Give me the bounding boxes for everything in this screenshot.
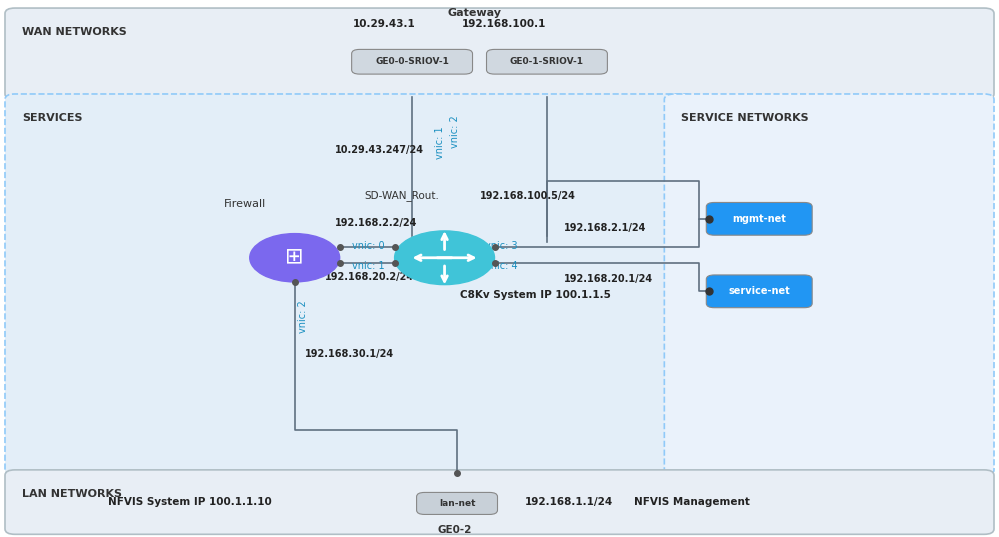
FancyBboxPatch shape xyxy=(706,202,812,235)
Text: NFVIS System IP 100.1.1.10: NFVIS System IP 100.1.1.10 xyxy=(108,497,272,507)
Text: vnic: 3: vnic: 3 xyxy=(485,241,517,251)
Text: 192.168.1.1/24: 192.168.1.1/24 xyxy=(524,497,612,507)
Text: 10.29.43.247/24: 10.29.43.247/24 xyxy=(335,146,424,155)
Text: 192.168.30.1/24: 192.168.30.1/24 xyxy=(305,350,394,359)
FancyBboxPatch shape xyxy=(706,275,812,308)
Text: 10.29.43.1: 10.29.43.1 xyxy=(354,19,416,29)
FancyBboxPatch shape xyxy=(487,49,607,74)
Text: ⊞: ⊞ xyxy=(286,248,304,268)
Text: LAN NETWORKS: LAN NETWORKS xyxy=(22,489,122,499)
Text: WAN NETWORKS: WAN NETWORKS xyxy=(22,27,127,37)
Text: vnic: 2: vnic: 2 xyxy=(298,301,308,333)
Text: C8Kv System IP 100.1.1.5: C8Kv System IP 100.1.1.5 xyxy=(460,291,610,300)
Text: 192.168.2.1/24: 192.168.2.1/24 xyxy=(564,223,646,233)
FancyBboxPatch shape xyxy=(5,94,694,475)
Text: 192.168.100.1: 192.168.100.1 xyxy=(463,19,546,29)
Text: GE0-1-SRIOV-1: GE0-1-SRIOV-1 xyxy=(509,57,584,66)
Text: 192.168.2.2/24: 192.168.2.2/24 xyxy=(335,218,417,228)
Text: SD-WAN_Rout.: SD-WAN_Rout. xyxy=(365,191,440,201)
Text: service-net: service-net xyxy=(728,286,790,296)
FancyBboxPatch shape xyxy=(5,470,994,534)
Text: NFVIS Management: NFVIS Management xyxy=(634,497,750,507)
Text: GE0-2: GE0-2 xyxy=(438,525,472,535)
Text: vnic: 0: vnic: 0 xyxy=(352,241,385,251)
Text: mgmt-net: mgmt-net xyxy=(732,214,786,224)
Text: Gateway: Gateway xyxy=(448,9,501,18)
Text: vnic: 1: vnic: 1 xyxy=(352,261,385,271)
Circle shape xyxy=(250,234,340,282)
FancyBboxPatch shape xyxy=(417,492,498,514)
Text: 192.168.20.2/24: 192.168.20.2/24 xyxy=(325,272,414,281)
FancyBboxPatch shape xyxy=(664,94,994,475)
Text: GE0-0-SRIOV-1: GE0-0-SRIOV-1 xyxy=(376,57,449,66)
Text: 192.168.20.1/24: 192.168.20.1/24 xyxy=(564,274,653,284)
Text: SERVICE NETWORKS: SERVICE NETWORKS xyxy=(681,113,809,123)
Circle shape xyxy=(395,231,495,285)
FancyBboxPatch shape xyxy=(5,8,994,99)
Text: vnic: 4: vnic: 4 xyxy=(485,261,517,271)
Text: 192.168.100.5/24: 192.168.100.5/24 xyxy=(480,191,575,201)
Text: SERVICES: SERVICES xyxy=(22,113,83,123)
Text: vnic: 1: vnic: 1 xyxy=(435,126,445,158)
Text: Firewall: Firewall xyxy=(224,199,266,209)
Text: vnic: 2: vnic: 2 xyxy=(450,115,460,148)
Text: lan-net: lan-net xyxy=(439,499,476,508)
FancyBboxPatch shape xyxy=(352,49,473,74)
